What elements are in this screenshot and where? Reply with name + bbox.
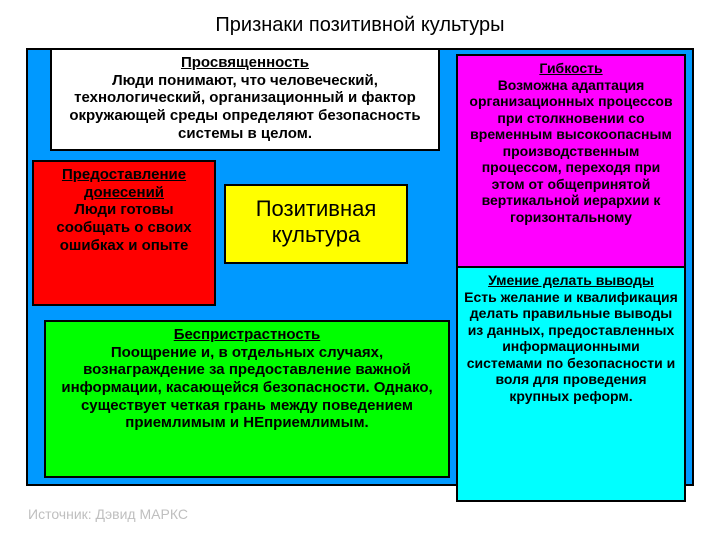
box-enlightenment-header: Просвященность bbox=[181, 54, 309, 71]
box-just-body: Поощрение и, в отдельных случаях, вознаг… bbox=[61, 344, 432, 432]
box-enlightenment-body: Люди понимают, что человеческий, техноло… bbox=[69, 72, 420, 142]
box-flexibility-body: Возможна адаптация организационных проце… bbox=[469, 77, 672, 225]
box-just-header: Беспристрастность bbox=[174, 326, 321, 343]
box-just: Беспристрастность Поощрение и, в отдельн… bbox=[44, 320, 450, 478]
box-flexibility: Гибкость Возможна адаптация организацион… bbox=[456, 54, 686, 290]
box-enlightenment: Просвященность Люди понимают, что челове… bbox=[50, 48, 440, 151]
box-center: Позитивная культура bbox=[224, 184, 408, 264]
box-learning-body: Есть желание и квалификация делать прави… bbox=[464, 289, 678, 404]
box-reporting-header: Предоставление донесений bbox=[62, 166, 186, 201]
box-reporting-body: Люди готовы сообщать о своих ошибках и о… bbox=[56, 201, 191, 253]
page-title: Признаки позитивной культуры bbox=[0, 0, 720, 47]
box-center-body: Позитивная культура bbox=[256, 196, 377, 247]
diagram-canvas: Просвященность Люди понимают, что челове… bbox=[26, 48, 694, 528]
box-reporting: Предоставление донесений Люди готовы соо… bbox=[32, 160, 216, 306]
box-learning-header: Умение делать выводы bbox=[488, 272, 654, 288]
box-learning: Умение делать выводы Есть желание и квал… bbox=[456, 266, 686, 502]
source-citation: Источник: Дэвид МАРКС bbox=[28, 506, 188, 522]
box-flexibility-header: Гибкость bbox=[539, 60, 602, 76]
